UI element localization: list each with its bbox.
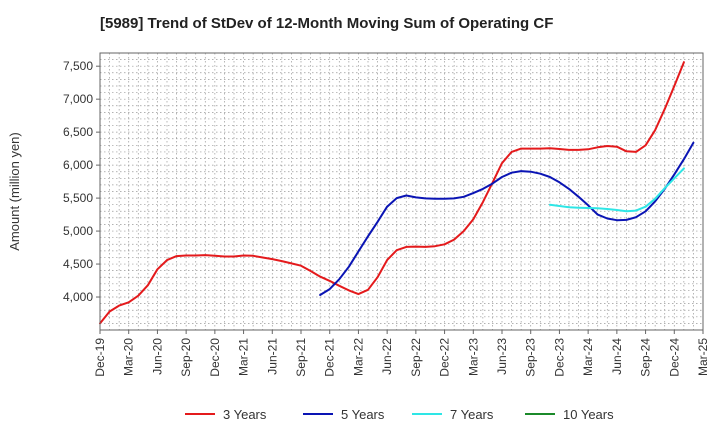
grid <box>100 53 703 330</box>
y-tick-label: 4,500 <box>63 257 93 271</box>
y-tick-label: 4,000 <box>63 290 93 304</box>
x-tick-label: Dec-19 <box>93 338 107 377</box>
x-tick-label: Mar-25 <box>696 338 710 376</box>
x-tick-label: Jun-20 <box>150 338 164 375</box>
legend-label: 7 Years <box>450 407 494 422</box>
legend: 3 Years 5 Years 7 Years 10 Years <box>185 407 614 422</box>
legend-label: 5 Years <box>341 407 385 422</box>
x-tick-label: Mar-20 <box>122 338 136 376</box>
y-tick-label: 7,500 <box>63 59 93 73</box>
x-tick-label: Jun-24 <box>610 338 624 375</box>
x-axis: Dec-19 Mar-20 Jun-20 Sep-20 Dec-20 Mar-21 Jun-… <box>93 330 710 377</box>
x-tick-label: Sep-21 <box>294 338 308 377</box>
chart-title: [5989] Trend of StDev of 12-Month Moving… <box>100 15 553 32</box>
series-layer <box>99 61 695 325</box>
y-tick-label: 5,500 <box>63 191 93 205</box>
x-tick-label: Sep-23 <box>524 338 538 377</box>
x-tick-label: Sep-20 <box>179 338 193 377</box>
series-line-5-years <box>319 141 695 296</box>
x-tick-label: Dec-23 <box>552 338 566 377</box>
y-axis: 4,000 4,500 5,000 5,500 6,000 6,500 7,000 7,500 <box>63 59 100 304</box>
x-tick-label: Jun-21 <box>265 338 279 375</box>
x-tick-label: Mar-24 <box>581 338 595 376</box>
y-axis-label: Amount (million yen) <box>7 132 22 251</box>
y-tick-label: 6,000 <box>63 158 93 172</box>
x-tick-label: Dec-21 <box>323 338 337 377</box>
x-tick-label: Mar-23 <box>466 338 480 376</box>
y-tick-label: 7,000 <box>63 92 93 106</box>
plot-frame <box>99 52 704 331</box>
x-tick-label: Jun-23 <box>495 338 509 375</box>
legend-label: 10 Years <box>563 407 614 422</box>
y-tick-label: 6,500 <box>63 125 93 139</box>
x-tick-label: Jun-22 <box>380 338 394 375</box>
y-tick-label: 5,000 <box>63 224 93 238</box>
legend-label: 3 Years <box>223 407 267 422</box>
x-tick-label: Dec-22 <box>438 338 452 377</box>
x-tick-label: Sep-24 <box>639 338 653 377</box>
series-line-3-years <box>99 61 685 325</box>
x-tick-label: Mar-21 <box>237 338 251 376</box>
x-tick-label: Dec-24 <box>667 338 681 377</box>
x-tick-label: Dec-20 <box>208 338 222 377</box>
series-line-7-years <box>548 167 685 213</box>
x-tick-label: Sep-22 <box>409 338 423 377</box>
x-tick-label: Mar-22 <box>351 338 365 376</box>
